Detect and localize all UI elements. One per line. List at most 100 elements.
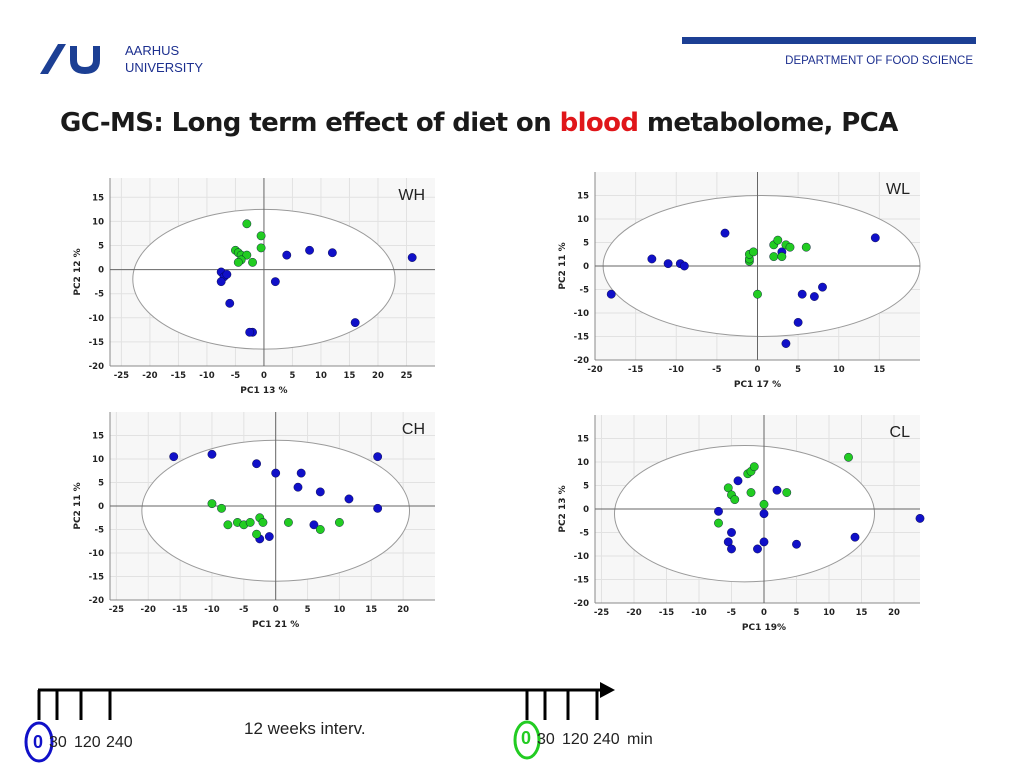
y-tick-label: 10 xyxy=(577,215,589,225)
data-point-blue xyxy=(264,532,274,541)
y-axis-label: PC2 13 % xyxy=(558,485,568,532)
data-point-blue xyxy=(647,254,657,264)
university-name: AARHUS UNIVERSITY xyxy=(125,42,203,76)
data-point-blue xyxy=(797,289,807,299)
data-point-blue xyxy=(870,233,880,243)
data-point-green xyxy=(773,235,783,245)
data-point-blue xyxy=(270,277,280,287)
data-point-blue xyxy=(350,318,360,328)
x-tick-label: -25 xyxy=(594,608,609,618)
y-tick-label: -10 xyxy=(89,314,104,324)
x-tick-label: 10 xyxy=(833,365,845,375)
data-point-green xyxy=(217,503,226,513)
y-tick-label: 5 xyxy=(583,482,589,492)
hotelling-ellipse xyxy=(614,445,875,583)
y-tick-label: -20 xyxy=(89,362,104,372)
x-tick-label: 0 xyxy=(261,371,267,381)
timeline-label-30: 30 xyxy=(49,734,67,751)
timeline-label-120-2: 120 xyxy=(562,731,589,748)
data-point-green xyxy=(315,525,325,534)
x-tick-label: -10 xyxy=(204,605,219,615)
x-tick-label: -5 xyxy=(239,605,249,615)
y-tick-label: -10 xyxy=(89,549,104,559)
start-marker-blue xyxy=(24,721,54,763)
data-point-blue xyxy=(216,277,226,287)
data-point-blue xyxy=(296,468,306,478)
x-tick-label: -20 xyxy=(142,371,157,381)
y-tick-label: -20 xyxy=(89,596,104,606)
data-point-green xyxy=(749,462,759,472)
x-tick-label: -10 xyxy=(691,608,706,618)
data-point-green xyxy=(233,257,243,267)
x-tick-label: 20 xyxy=(888,608,900,618)
data-point-blue xyxy=(753,544,762,554)
pca-plot-cl: -25 -20 -15 -10 -5 0 5 10 15 20 -20 -15 -10 -5 0 5 10 15 P… xyxy=(558,415,925,633)
data-point-blue xyxy=(792,539,801,549)
data-point-green xyxy=(223,520,233,530)
x-axis-label: PC1 21 % xyxy=(252,620,299,630)
title-suffix: metabolome, PCA xyxy=(638,108,898,138)
data-point-blue xyxy=(663,259,673,269)
data-point-blue xyxy=(344,494,354,504)
aarhus-logo-icon xyxy=(40,44,100,74)
y-tick-label: -15 xyxy=(574,333,589,343)
timeline-interval-label: 12 weeks interv. xyxy=(244,719,366,738)
x-tick-label: 5 xyxy=(795,365,801,375)
x-tick-label: -25 xyxy=(109,605,124,615)
data-point-green xyxy=(335,518,344,527)
x-tick-label: -5 xyxy=(712,365,722,375)
data-point-blue xyxy=(252,459,261,469)
data-point-blue xyxy=(245,327,255,337)
data-point-blue xyxy=(720,228,730,238)
x-tick-label: 0 xyxy=(755,365,761,375)
university-name-line1: AARHUS xyxy=(125,43,180,58)
x-tick-label: 10 xyxy=(823,608,835,618)
data-point-green xyxy=(753,289,762,299)
timeline-label-240: 240 xyxy=(106,734,133,751)
x-tick-label: 20 xyxy=(372,371,384,381)
data-point-blue xyxy=(915,514,925,523)
data-point-blue xyxy=(772,485,782,495)
x-tick-label: -20 xyxy=(587,365,602,375)
y-tick-label: -10 xyxy=(574,552,589,562)
x-tick-label: 15 xyxy=(873,365,885,375)
data-point-green xyxy=(782,488,792,497)
data-point-blue xyxy=(207,449,217,459)
timeline-unit: min xyxy=(627,731,653,748)
university-name-line2: UNIVERSITY xyxy=(125,60,204,75)
data-point-blue xyxy=(225,298,235,308)
data-point-blue xyxy=(407,253,417,262)
data-point-green xyxy=(242,250,252,260)
data-point-blue xyxy=(606,289,616,299)
x-axis-label: PC1 17 % xyxy=(734,380,781,390)
y-tick-label: 0 xyxy=(583,505,589,515)
data-point-green xyxy=(730,495,740,505)
timeline-label-120: 120 xyxy=(74,734,101,751)
pca-plot-wl: -20 -15 -10 -5 0 5 10 15 -20 -15 -10 -5 0 5 10 15 PC1 17… xyxy=(558,172,921,390)
x-tick-label: 15 xyxy=(856,608,868,618)
y-tick-label: 5 xyxy=(583,239,589,249)
title-prefix: GC-MS: Long term effect of diet on xyxy=(60,108,560,138)
x-tick-label: 0 xyxy=(761,608,767,618)
data-point-blue xyxy=(282,250,292,260)
data-point-green xyxy=(777,252,787,262)
y-tick-label: -5 xyxy=(580,286,590,296)
data-point-blue xyxy=(169,452,179,462)
data-point-blue xyxy=(733,476,743,486)
data-point-blue xyxy=(305,245,314,255)
data-point-blue xyxy=(809,292,819,301)
timeline-label-start-2: 0 xyxy=(521,728,532,748)
y-tick-label: 0 xyxy=(98,266,104,276)
timeline-label-240-2: 240 xyxy=(593,731,620,748)
data-point-blue xyxy=(727,544,736,554)
y-tick-label: -20 xyxy=(574,356,589,366)
x-tick-label: -5 xyxy=(727,608,737,618)
y-tick-label: -5 xyxy=(580,529,590,539)
x-tick-label: 5 xyxy=(794,608,800,618)
x-tick-label: 5 xyxy=(289,371,295,381)
y-tick-label: 15 xyxy=(92,193,104,203)
panel-label: WH xyxy=(398,187,425,204)
data-point-blue xyxy=(271,468,281,478)
x-tick-label: 10 xyxy=(315,371,327,381)
data-point-green xyxy=(759,499,769,509)
